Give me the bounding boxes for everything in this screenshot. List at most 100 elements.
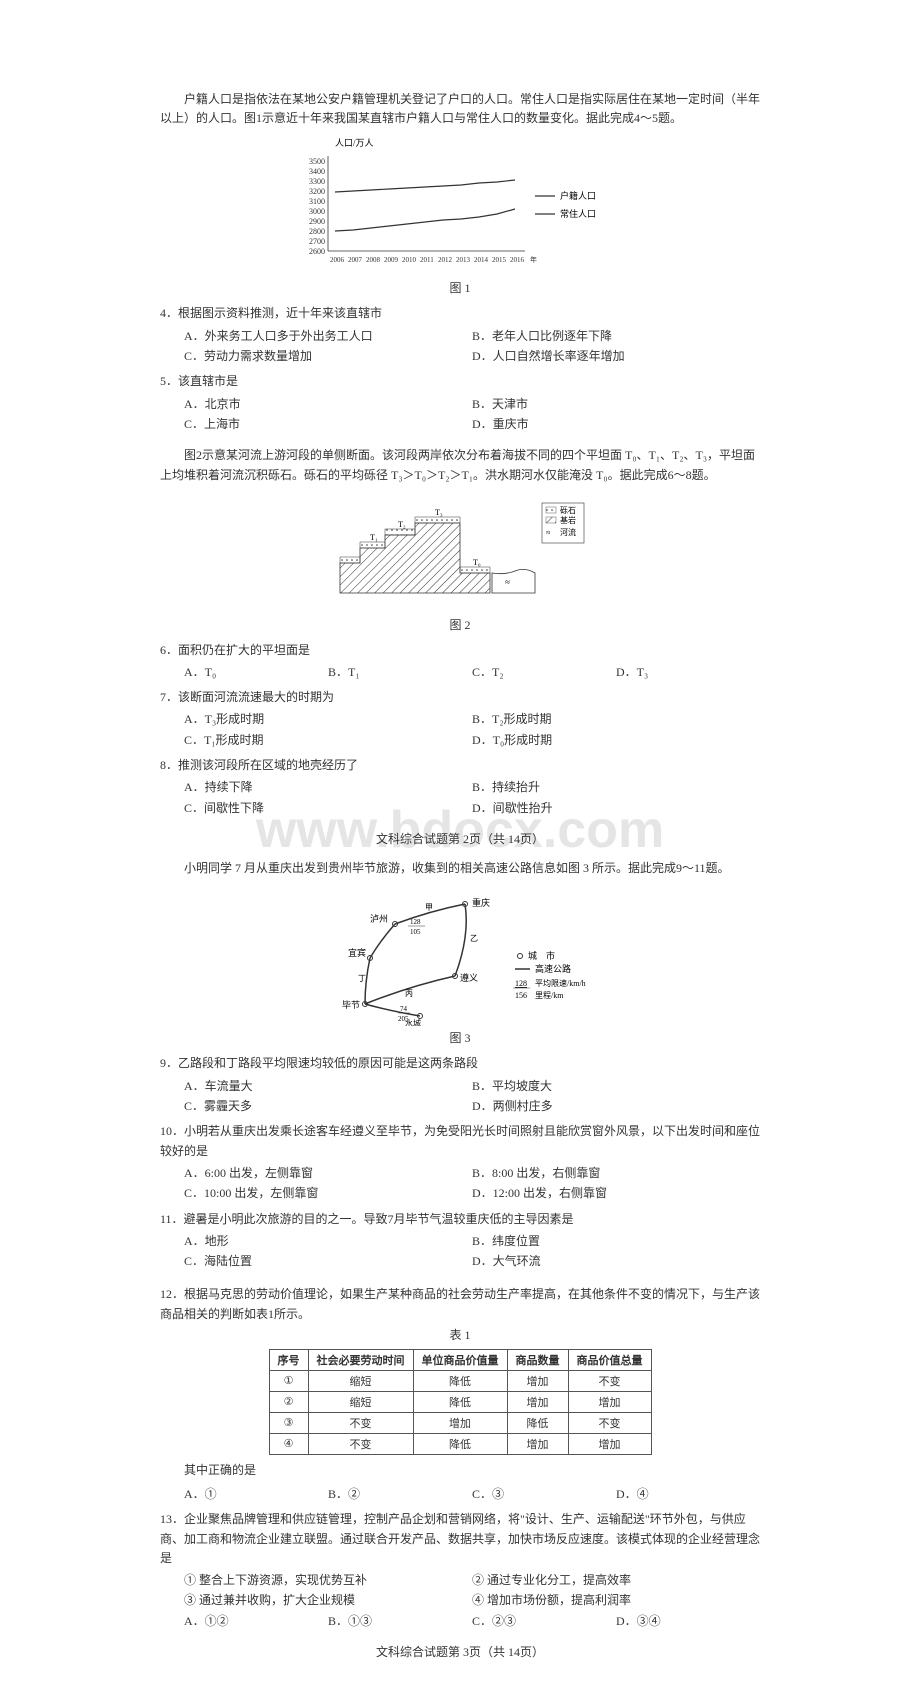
svg-text:3500: 3500 <box>309 157 325 166</box>
svg-text:2006: 2006 <box>330 256 345 264</box>
table-header: 商品数量 <box>507 1349 568 1370</box>
svg-text:3400: 3400 <box>309 167 325 176</box>
q11-d: D．大气环流 <box>472 1251 760 1271</box>
q5-c: C．上海市 <box>184 414 472 434</box>
q10-c: C．10:00 出发，左侧靠窗 <box>184 1183 472 1203</box>
figure-1: 人口/万人 2600 2700 2800 2900 3000 3100 3200… <box>160 136 760 296</box>
table-cell: ④ <box>269 1433 308 1454</box>
svg-text:2008: 2008 <box>366 256 381 264</box>
q4-d: D．人口自然增长率逐年增加 <box>472 346 760 366</box>
q13-o1: ① 整合上下游资源，实现优势互补 <box>184 1570 472 1590</box>
svg-text:砾石: 砾石 <box>560 505 576 515</box>
q13-o4: ④ 增加市场份额，提高利润率 <box>472 1590 760 1610</box>
svg-text:2010: 2010 <box>402 256 417 264</box>
q7-c: C．T₁形成时期 <box>184 730 472 750</box>
table-header: 商品价值总量 <box>568 1349 651 1370</box>
table-cell: 增加 <box>568 1391 651 1412</box>
svg-text:甲: 甲 <box>425 903 433 912</box>
svg-text:里程/km: 里程/km <box>535 991 564 1000</box>
svg-text:年: 年 <box>530 255 537 264</box>
svg-text:泸州: 泸州 <box>370 914 388 924</box>
q5-b: B．天津市 <box>472 394 760 414</box>
q10-stem: 10．小明若从重庆出发乘长途客车经遵义至毕节，为免受阳光长时间照射且能欣赏窗外风… <box>160 1122 760 1160</box>
q4-a: A．外来务工人口多于外出务工人口 <box>184 326 472 346</box>
svg-text:2900: 2900 <box>309 217 325 226</box>
q12-d: D．④ <box>616 1484 760 1504</box>
table-header: 序号 <box>269 1349 308 1370</box>
svg-text:平均限速/km/h: 平均限速/km/h <box>535 978 586 988</box>
svg-text:重庆: 重庆 <box>472 897 490 908</box>
q13-stem: 13．企业聚焦品牌管理和供应链管理，控制产品企划和营销网络，将"设计、生产、运输… <box>160 1510 760 1568</box>
table-cell: 不变 <box>568 1370 651 1391</box>
table-cell: 不变 <box>308 1412 413 1433</box>
q8-c: C．间歇性下降 <box>184 798 472 818</box>
chart-ylabel: 人口/万人 <box>335 138 374 148</box>
q4-c: C．劳动力需求数量增加 <box>184 346 472 366</box>
table-cell: 不变 <box>308 1433 413 1454</box>
q11-stem: 11．避暑是小明此次旅游的目的之一。导致7月毕节气温较重庆低的主导因素是 <box>160 1210 760 1229</box>
svg-text:城 市: 城 市 <box>528 950 555 961</box>
table-cell: 增加 <box>507 1433 568 1454</box>
svg-text:2015: 2015 <box>492 256 507 264</box>
q13-a: A．①② <box>184 1611 328 1631</box>
svg-text:户籍人口: 户籍人口 <box>560 190 596 201</box>
svg-text:205: 205 <box>398 1015 409 1023</box>
svg-text:丁: 丁 <box>358 974 366 983</box>
table-cell: ① <box>269 1370 308 1391</box>
q9-c: C．雾霾天多 <box>184 1096 472 1116</box>
q13-o2: ② 通过专业化分工，提高效率 <box>472 1570 760 1590</box>
table-cell: 降低 <box>413 1433 507 1454</box>
table-cell: 增加 <box>568 1433 651 1454</box>
q13-b: B．①③ <box>328 1611 472 1631</box>
q7-d: D．T₀形成时期 <box>472 730 760 750</box>
q9-b: B．平均坡度大 <box>472 1076 760 1096</box>
svg-text:3300: 3300 <box>309 177 325 186</box>
table-header: 社会必要劳动时间 <box>308 1349 413 1370</box>
table-cell: 缩短 <box>308 1391 413 1412</box>
table-1: 序号 社会必要劳动时间 单位商品价值量 商品数量 商品价值总量 ① 缩短 降低 … <box>160 1349 760 1455</box>
svg-text:宜宾: 宜宾 <box>348 947 366 958</box>
svg-text:74: 74 <box>400 1005 408 1013</box>
table-cell: 缩短 <box>308 1370 413 1391</box>
svg-text:2700: 2700 <box>309 237 325 246</box>
svg-text:2012: 2012 <box>438 256 453 264</box>
svg-text:常住人口: 常住人口 <box>560 208 596 219</box>
svg-text:3100: 3100 <box>309 197 325 206</box>
q9-a: A．车流量大 <box>184 1076 472 1096</box>
fig1-label: 图 1 <box>160 279 760 296</box>
svg-text:2011: 2011 <box>420 256 434 264</box>
table-cell: ② <box>269 1391 308 1412</box>
figure-3: 重庆 泸州 宜宾 遵义 毕节 水城 甲 乙 丙 丁 128 105 74 205 <box>160 886 760 1046</box>
page-footer-2: 文科综合试题第 3页（共 14页） <box>160 1643 760 1660</box>
svg-text:河流: 河流 <box>560 527 576 537</box>
q7-b: B．T₂形成时期 <box>472 709 760 729</box>
q12-b: B．② <box>328 1484 472 1504</box>
q9-stem: 9．乙路段和丁路段平均限速均较低的原因可能是这两条路段 <box>160 1054 760 1073</box>
svg-text:156: 156 <box>515 991 527 1000</box>
table-header: 单位商品价值量 <box>413 1349 507 1370</box>
svg-text:2009: 2009 <box>384 256 399 264</box>
q8-stem: 8．推测该河段所在区域的地壳经历了 <box>160 756 760 775</box>
intro2-text: 图2示意某河流上游河段的单侧断面。该河段两岸依次分布着海拔不同的四个平坦面 T₀… <box>160 446 760 484</box>
svg-text:2013: 2013 <box>456 256 471 264</box>
q5-a: A．北京市 <box>184 394 472 414</box>
svg-text:3200: 3200 <box>309 187 325 196</box>
q6-a: A．T₀ <box>184 662 328 682</box>
table-cell: 不变 <box>568 1412 651 1433</box>
q13-c: C．②③ <box>472 1611 616 1631</box>
q7-stem: 7．该断面河流流速最大的时期为 <box>160 688 760 707</box>
q11-a: A．地形 <box>184 1231 472 1251</box>
q6-stem: 6．面积仍在扩大的平坦面是 <box>160 641 760 660</box>
svg-text:T₂: T₂ <box>398 520 406 529</box>
svg-text:128: 128 <box>515 979 527 988</box>
svg-text:2014: 2014 <box>474 256 489 264</box>
q5-stem: 5．该直辖市是 <box>160 372 760 391</box>
svg-text:2007: 2007 <box>348 256 363 264</box>
q10-d: D．12:00 出发，右侧靠窗 <box>472 1183 760 1203</box>
q6-c: C．T₂ <box>472 662 616 682</box>
svg-text:128: 128 <box>410 918 421 926</box>
q13-d: D．③④ <box>616 1611 760 1631</box>
intro1-text: 户籍人口是指依法在某地公安户籍管理机关登记了户口的人口。常住人口是指实际居住在某… <box>160 90 760 128</box>
table-cell: ③ <box>269 1412 308 1433</box>
svg-text:≈: ≈ <box>505 577 510 587</box>
